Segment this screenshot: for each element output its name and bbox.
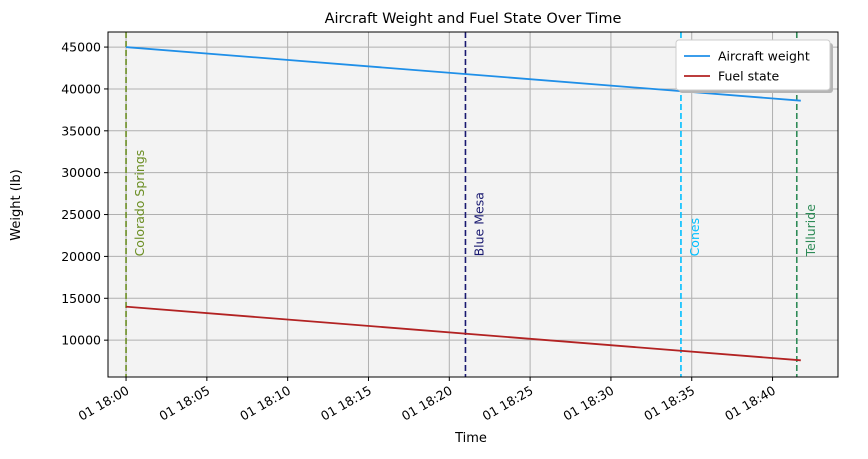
x-tick-label: 01 18:30 bbox=[561, 383, 617, 424]
x-axis: 01 18:00 01 18:05 01 18:10 01 18:15 01 18:20… bbox=[76, 377, 778, 424]
y-tick-label: 25000 bbox=[61, 207, 101, 222]
event-label: Blue Mesa bbox=[471, 192, 486, 256]
x-tick-label: 01 18:15 bbox=[318, 383, 374, 424]
x-tick-label: 01 18:25 bbox=[480, 383, 536, 424]
series-line bbox=[125, 305, 801, 362]
x-tick-label: 01 18:05 bbox=[156, 383, 212, 424]
y-axis: 10000 15000 20000 25000 30000 35000 40000 45000 bbox=[61, 40, 108, 348]
legend-label: Fuel state bbox=[718, 69, 780, 84]
y-tick-label: 30000 bbox=[61, 165, 101, 180]
y-tick-label: 15000 bbox=[61, 291, 101, 306]
x-tick-label: 01 18:35 bbox=[641, 383, 697, 424]
chart-title: Aircraft Weight and Fuel State Over Time bbox=[325, 11, 622, 27]
event-label: Telluride bbox=[803, 204, 818, 258]
event-label: Colorado Springs bbox=[132, 150, 147, 257]
y-tick-label: 35000 bbox=[61, 123, 101, 138]
event-labels: Colorado Springs Blue Mesa Cones Telluride bbox=[132, 150, 818, 258]
event-label: Cones bbox=[687, 218, 702, 257]
y-tick-label: 20000 bbox=[61, 249, 101, 264]
plot-frame bbox=[107, 31, 839, 378]
x-axis-label: Time bbox=[454, 431, 487, 446]
y-tick-label: 45000 bbox=[61, 40, 101, 55]
x-tick-label: 01 18:20 bbox=[399, 383, 455, 424]
x-tick-label: 01 18:10 bbox=[237, 383, 293, 424]
legend: Aircraft weight Fuel state bbox=[675, 39, 833, 93]
y-tick-label: 10000 bbox=[61, 333, 101, 348]
y-axis-label: Weight (lb) bbox=[9, 169, 24, 240]
x-tick-label: 01 18:00 bbox=[76, 383, 132, 424]
legend-box bbox=[675, 39, 831, 91]
x-tick-label: 01 18:40 bbox=[722, 383, 778, 424]
legend-label: Aircraft weight bbox=[718, 49, 810, 64]
y-tick-label: 40000 bbox=[61, 81, 101, 96]
